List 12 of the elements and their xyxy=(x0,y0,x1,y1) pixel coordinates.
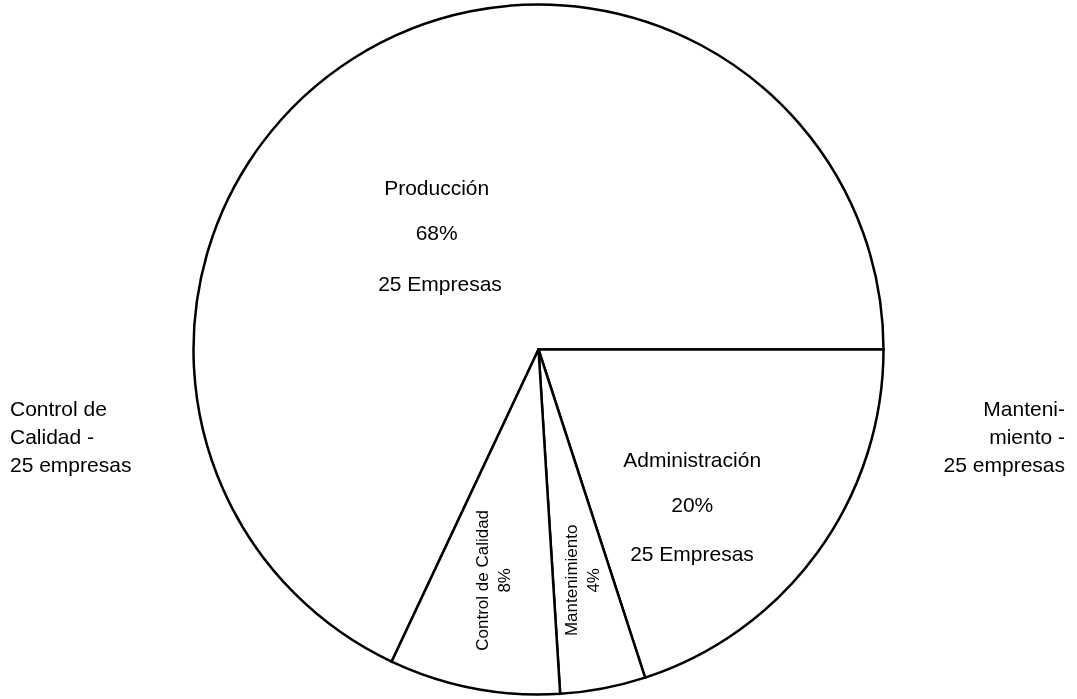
data-label: 4% xyxy=(583,568,603,593)
text: 25 Empresas xyxy=(630,542,754,565)
data-label: 20% xyxy=(671,493,714,517)
data-label: 8% xyxy=(495,568,515,593)
text: Control de Calidad - 25 empresas xyxy=(10,397,132,476)
text: 25 Empresas xyxy=(378,272,502,295)
slice-label: Control de Calidad xyxy=(473,509,493,651)
data-label: 68% xyxy=(415,221,458,245)
slice-label: Producción xyxy=(384,176,490,200)
text: Manteni- miento - 25 empresas xyxy=(943,397,1066,476)
slice-label: Administración xyxy=(623,448,762,472)
slice-label: Mantenimiento xyxy=(561,524,581,637)
